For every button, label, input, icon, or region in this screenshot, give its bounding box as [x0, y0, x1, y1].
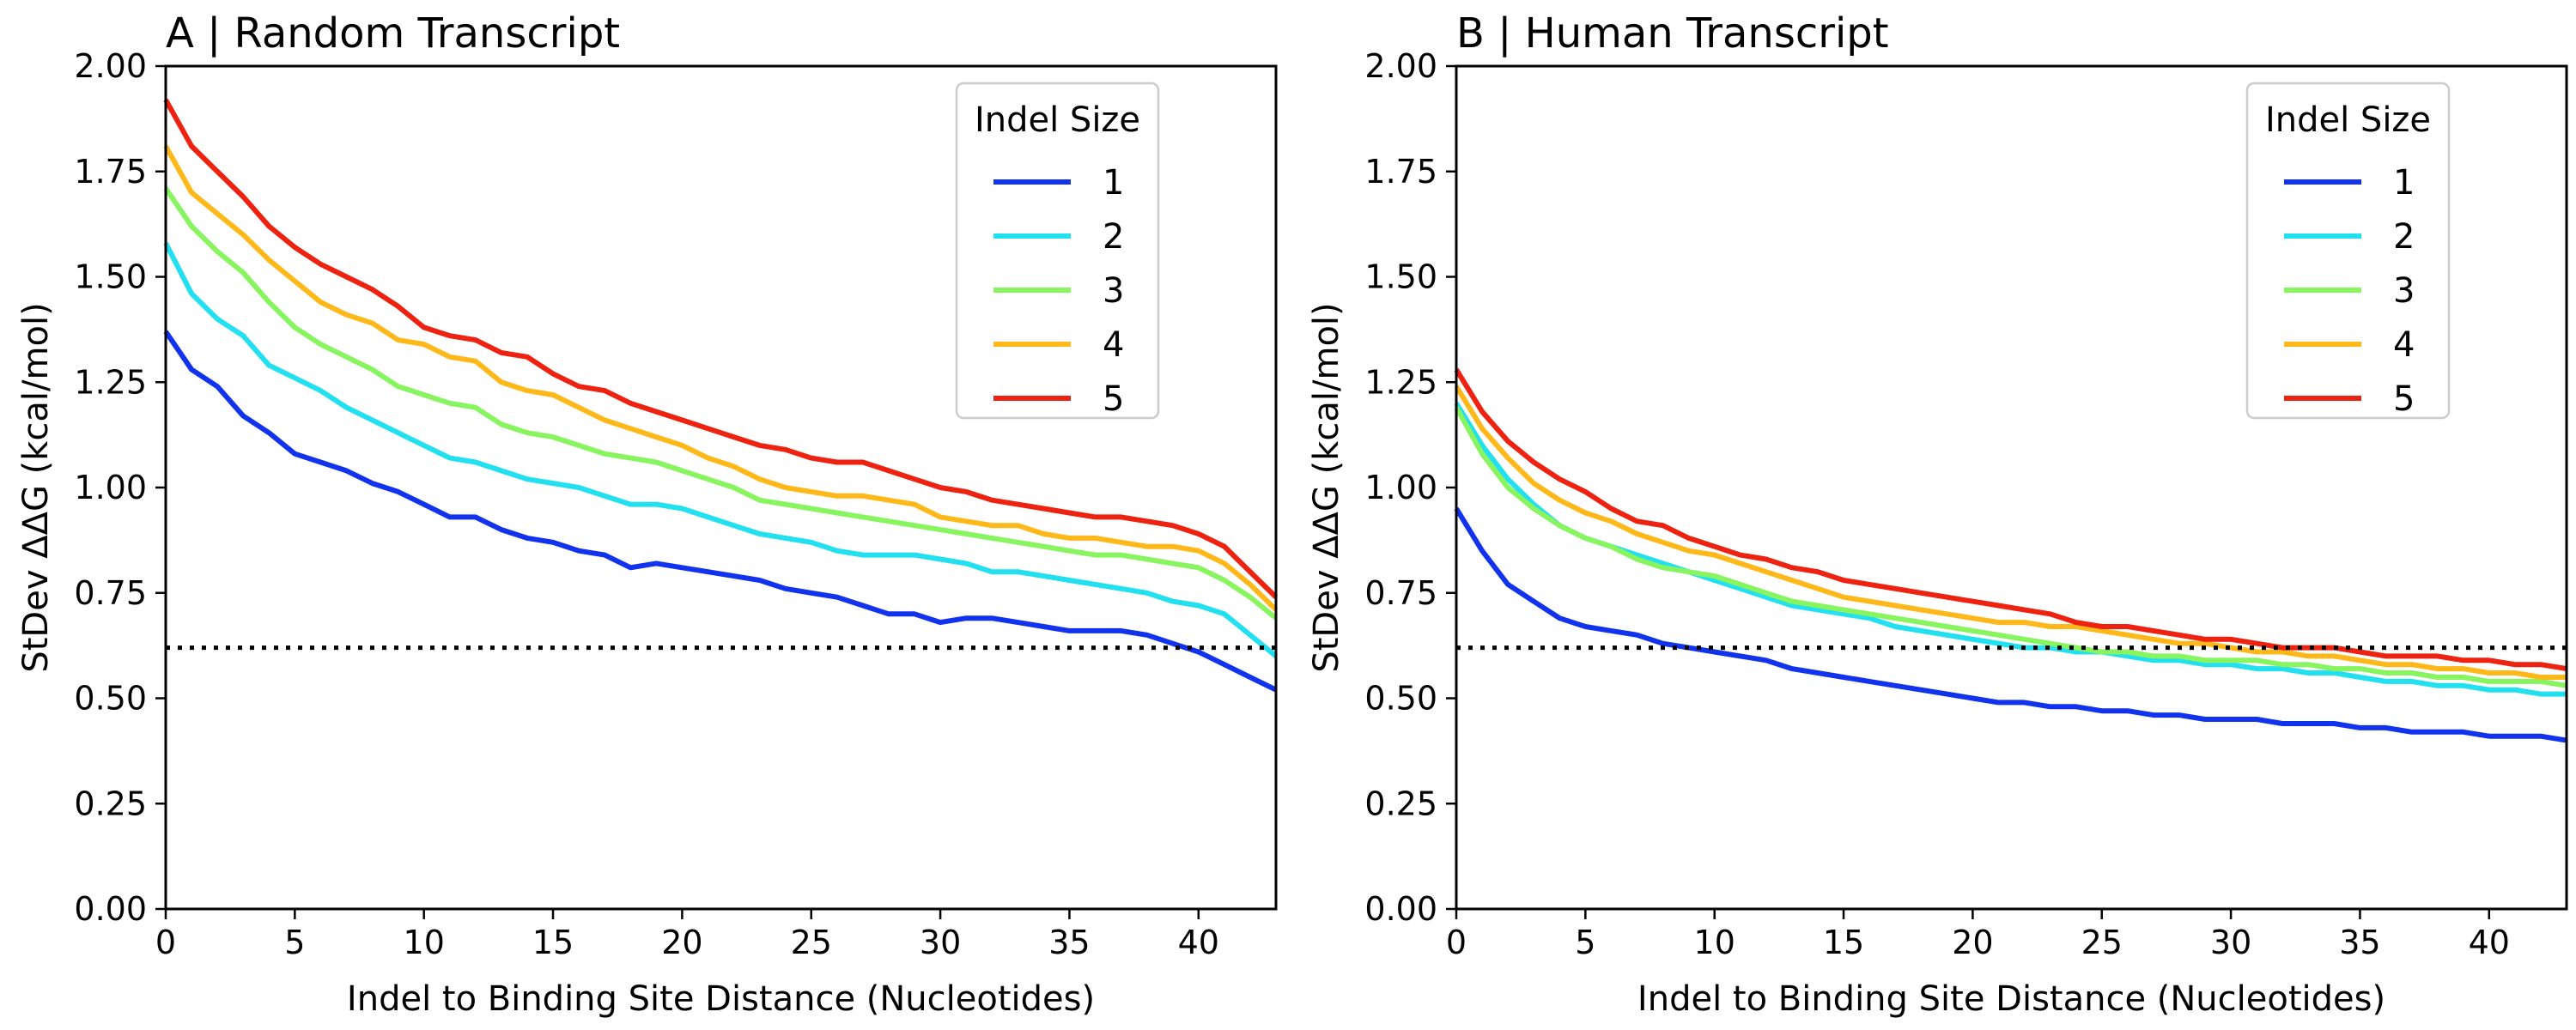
series-line-4 [163, 144, 1279, 612]
series-line-2 [1454, 402, 2567, 697]
legend-title: Indel Size [2265, 100, 2431, 140]
x-tick-label: 15 [1823, 924, 1864, 961]
series-line-5 [163, 98, 1279, 599]
y-tick-label: 0.25 [1364, 785, 1437, 822]
y-tick-label: 2.00 [1364, 47, 1437, 85]
y-tick-label: 0.75 [74, 574, 147, 612]
x-tick-label: 0 [1446, 924, 1467, 961]
x-tick-label: 15 [532, 924, 574, 961]
x-tick-label: 5 [1575, 924, 1595, 961]
x-tick-label: 10 [1694, 924, 1735, 961]
legend-entry-label: 5 [2393, 379, 2415, 419]
legend-entry-label: 3 [2393, 271, 2415, 311]
legend-entry-label: 5 [1103, 379, 1124, 419]
y-tick-label: 0.50 [1364, 680, 1437, 718]
x-tick-label: 20 [1952, 924, 1993, 961]
y-tick-label: 0.25 [74, 785, 147, 822]
series-line-4 [1454, 385, 2567, 680]
x-tick-label: 25 [2081, 924, 2123, 961]
legend-entry-label: 4 [2393, 325, 2415, 365]
legend-entry-label: 4 [1103, 325, 1124, 365]
panel-random-transcript: A | Random Transcript 0.00 0.25 0.50 0.75 1.0… [16, 9, 1279, 1019]
x-tick-label: 0 [155, 924, 176, 961]
x-tick-label: 20 [661, 924, 702, 961]
legend-entry-label: 2 [2393, 217, 2415, 257]
x-tick-label: 35 [2339, 924, 2380, 961]
y-axis-label: StDev ΔΔG (kcal/mol) [16, 302, 56, 672]
x-tick-label: 30 [2210, 924, 2251, 961]
y-tick-label: 0.00 [1364, 890, 1437, 928]
x-axis-label: Indel to Binding Site Distance (Nucleoti… [1637, 979, 2385, 1019]
y-tick-label: 1.50 [74, 258, 147, 296]
y-tick-label: 1.25 [74, 363, 147, 401]
series-line-3 [1454, 406, 2567, 688]
y-tick-label: 0.00 [74, 890, 147, 928]
series-line-5 [1454, 367, 2567, 672]
y-tick-label: 0.50 [74, 680, 147, 718]
chart-title: B | Human Transcript [1456, 9, 1889, 58]
y-tick-label: 1.75 [1364, 153, 1437, 191]
legend-entry-label: 3 [1103, 271, 1124, 311]
y-tick-label: 1.25 [1364, 363, 1437, 401]
panel-human-transcript: B | Human Transcript 0.00 0.25 0.50 0.75 1.00… [1307, 9, 2568, 1019]
legend-entry-label: 2 [1103, 217, 1124, 257]
x-tick-label: 40 [2469, 924, 2510, 961]
y-tick-label: 1.00 [1364, 469, 1437, 506]
legend-title: Indel Size [975, 100, 1140, 140]
series-line-1 [163, 330, 1278, 693]
x-tick-label: 10 [404, 924, 445, 961]
legend-entry-label: 1 [1103, 163, 1124, 203]
series-line-1 [1454, 506, 2567, 743]
legend: Indel Size 1 2 3 4 5 [955, 82, 1160, 420]
y-tick-label: 1.00 [74, 469, 147, 506]
y-tick-label: 1.50 [1364, 258, 1437, 296]
legend: Indel Size 1 2 3 4 5 [2245, 82, 2451, 420]
x-tick-label: 25 [791, 924, 832, 961]
x-axis-label: Indel to Binding Site Distance (Nucleoti… [347, 979, 1095, 1019]
x-tick-label: 35 [1048, 924, 1090, 961]
legend-entry-label: 1 [2393, 163, 2415, 203]
y-tick-label: 2.00 [74, 47, 147, 85]
chart-title: A | Random Transcript [166, 9, 620, 58]
series-line-2 [163, 241, 1278, 658]
y-axis-label: StDev ΔΔG (kcal/mol) [1307, 302, 1346, 672]
plot-frame [164, 64, 1278, 911]
x-tick-label: 30 [920, 924, 961, 961]
plot-frame [1455, 64, 2568, 911]
legend-box [2245, 82, 2451, 420]
y-tick-label: 0.75 [1364, 574, 1437, 612]
legend-box [955, 82, 1160, 420]
x-tick-label: 5 [284, 924, 305, 961]
y-tick-label: 1.75 [74, 153, 147, 191]
series-line-3 [163, 186, 1278, 621]
x-tick-label: 40 [1178, 924, 1219, 961]
